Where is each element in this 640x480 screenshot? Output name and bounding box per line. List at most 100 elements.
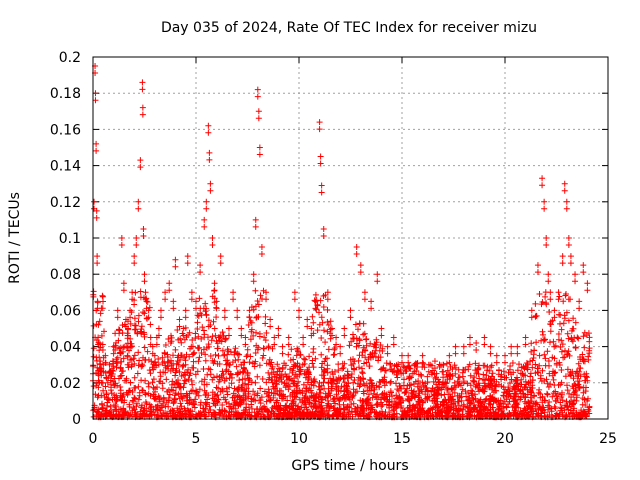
data-point bbox=[96, 347, 103, 354]
y-tick-label: 0.12 bbox=[50, 195, 81, 211]
x-tick-label: 15 bbox=[393, 431, 411, 447]
data-point bbox=[353, 244, 360, 251]
data-point bbox=[316, 126, 323, 133]
data-point bbox=[466, 341, 473, 348]
data-point bbox=[246, 314, 253, 321]
data-point bbox=[140, 225, 147, 232]
data-point bbox=[94, 260, 101, 267]
data-point bbox=[291, 289, 298, 296]
data-point bbox=[361, 296, 368, 303]
data-point bbox=[399, 352, 405, 359]
data-point bbox=[399, 359, 405, 366]
data-point bbox=[188, 296, 195, 303]
data-point bbox=[106, 361, 113, 368]
data-point bbox=[129, 289, 136, 296]
data-point bbox=[279, 343, 286, 350]
data-point bbox=[405, 359, 412, 366]
data-point bbox=[110, 343, 117, 350]
data-point bbox=[405, 352, 412, 359]
data-point bbox=[184, 260, 191, 267]
data-point bbox=[140, 232, 147, 239]
data-point bbox=[93, 214, 100, 221]
data-point bbox=[97, 358, 104, 365]
data-point bbox=[368, 305, 375, 312]
data-point bbox=[211, 280, 218, 287]
data-point bbox=[384, 343, 391, 350]
data-point bbox=[341, 325, 348, 332]
data-point bbox=[446, 352, 453, 359]
data-point bbox=[285, 334, 292, 341]
data-point bbox=[534, 269, 541, 276]
data-point bbox=[131, 260, 138, 267]
data-point bbox=[304, 323, 311, 330]
data-point bbox=[250, 271, 257, 278]
data-point bbox=[514, 350, 521, 357]
y-tick-label: 0.1 bbox=[59, 231, 81, 247]
data-point bbox=[254, 86, 261, 93]
data-point bbox=[137, 164, 144, 171]
data-point bbox=[473, 346, 480, 353]
data-point bbox=[337, 343, 344, 350]
data-point bbox=[576, 298, 583, 305]
data-point bbox=[139, 104, 146, 111]
data-point bbox=[316, 119, 323, 126]
data-point bbox=[213, 305, 220, 312]
data-point bbox=[145, 307, 152, 314]
data-point bbox=[390, 334, 397, 341]
data-point bbox=[120, 287, 127, 294]
data-point bbox=[94, 253, 101, 260]
data-point bbox=[242, 341, 249, 348]
data-point bbox=[209, 235, 216, 241]
data-point bbox=[580, 262, 587, 269]
data-point bbox=[170, 305, 177, 312]
data-point bbox=[263, 296, 270, 303]
data-point bbox=[118, 235, 125, 241]
data-point bbox=[102, 359, 109, 366]
data-point bbox=[308, 332, 315, 339]
data-point bbox=[139, 79, 146, 86]
data-point bbox=[141, 278, 148, 285]
data-point bbox=[481, 341, 488, 348]
data-point bbox=[493, 352, 500, 359]
data-point bbox=[263, 289, 270, 296]
data-point bbox=[452, 343, 459, 350]
data-point bbox=[238, 325, 245, 332]
data-point bbox=[98, 365, 105, 372]
data-point bbox=[217, 253, 224, 260]
data-point bbox=[452, 350, 459, 357]
data-point bbox=[129, 296, 136, 303]
data-point bbox=[347, 307, 354, 314]
data-point bbox=[561, 187, 568, 194]
y-tick-label: 0 bbox=[72, 412, 81, 428]
data-point bbox=[541, 205, 548, 212]
data-point bbox=[221, 314, 228, 321]
data-point bbox=[225, 332, 232, 339]
data-point bbox=[275, 332, 282, 339]
data-point bbox=[565, 235, 572, 241]
data-point bbox=[91, 198, 98, 205]
data-point bbox=[473, 339, 480, 346]
data-point bbox=[206, 149, 213, 156]
data-point bbox=[539, 175, 546, 182]
data-point bbox=[267, 323, 274, 330]
data-point bbox=[155, 325, 162, 332]
data-point bbox=[460, 343, 467, 350]
data-point bbox=[317, 160, 324, 167]
data-point bbox=[207, 187, 214, 194]
data-point bbox=[440, 361, 447, 368]
y-tick-label: 0.18 bbox=[50, 86, 81, 102]
data-point bbox=[460, 350, 467, 357]
x-axis-label: GPS time / hours bbox=[291, 458, 408, 474]
data-point bbox=[252, 223, 259, 230]
data-point bbox=[166, 280, 173, 287]
data-point bbox=[304, 316, 311, 323]
data-point bbox=[508, 343, 515, 350]
y-tick-label: 0.02 bbox=[50, 376, 81, 392]
data-point bbox=[100, 368, 107, 375]
data-point bbox=[411, 361, 418, 368]
data-point bbox=[127, 314, 134, 321]
data-points bbox=[90, 63, 591, 384]
data-point bbox=[182, 307, 189, 314]
data-point bbox=[209, 242, 216, 248]
data-point bbox=[357, 269, 364, 276]
